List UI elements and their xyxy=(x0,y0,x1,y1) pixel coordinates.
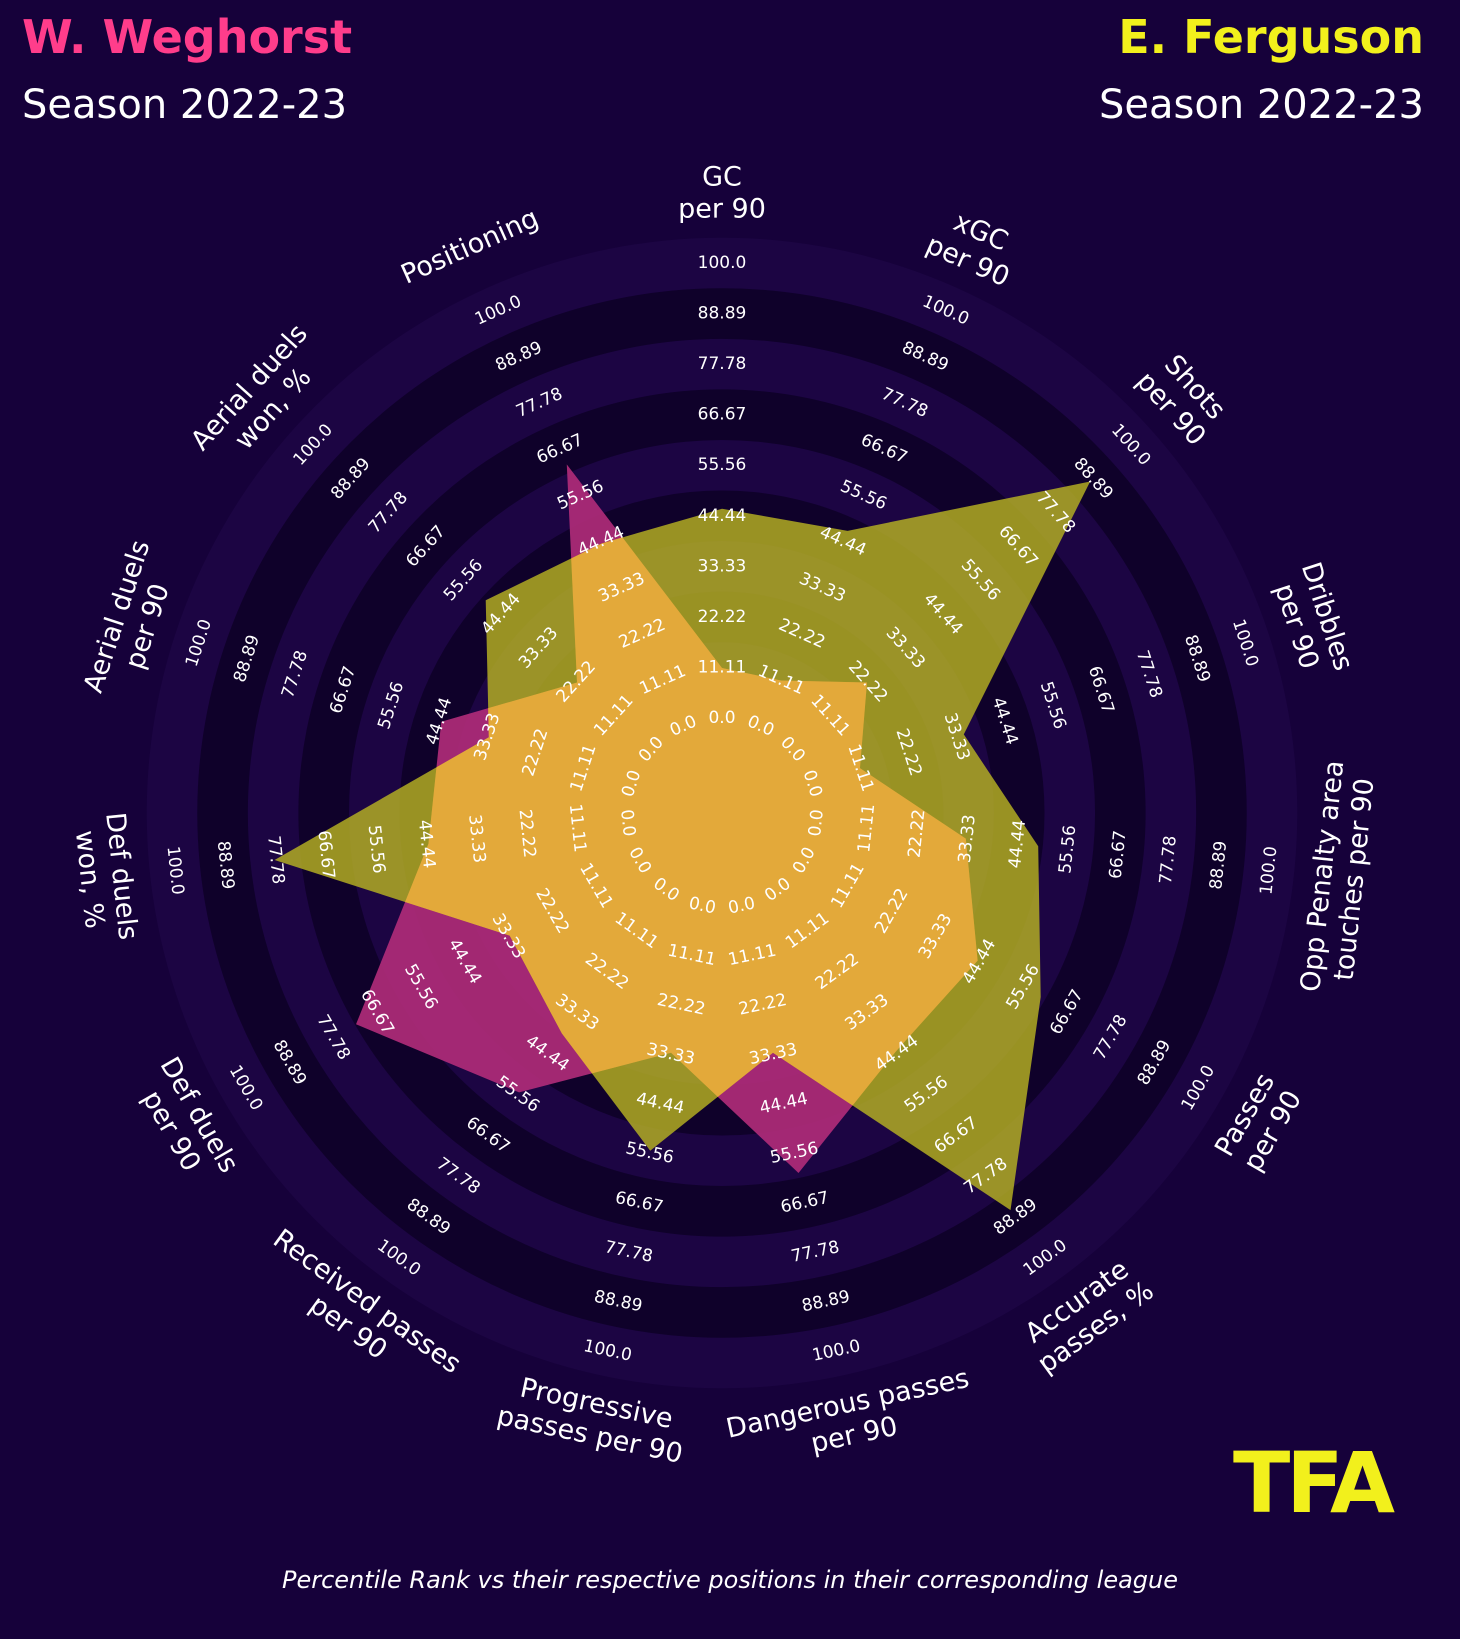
radar-tick-label: 55.56 xyxy=(698,455,747,475)
radar-tick-label: 100.0 xyxy=(698,253,747,273)
radar-tick-label: 11.11 xyxy=(698,657,747,677)
radar-tick-label: 66.67 xyxy=(698,405,747,425)
radar-tick-label: 0.0 xyxy=(805,808,828,837)
radar-tick-label: 0.0 xyxy=(616,808,639,837)
radar-tick-label: 33.33 xyxy=(698,556,747,576)
radar-tick-label: 77.78 xyxy=(698,354,747,374)
player-a-season: Season 2022-23 xyxy=(22,82,348,128)
radar-series xyxy=(274,464,1091,1211)
player-b-name: E. Ferguson xyxy=(1118,10,1424,64)
radar-metric-label-line: per 90 xyxy=(678,194,766,225)
player-b-season: Season 2022-23 xyxy=(1098,82,1424,128)
tfa-logo: TFA xyxy=(1232,1434,1395,1532)
radar-tick-label: 0.0 xyxy=(708,708,735,728)
footer-note: Percentile Rank vs their respective posi… xyxy=(281,1566,1179,1594)
radar-tick-label: 88.89 xyxy=(698,304,747,324)
radar-metric-label-line: GC xyxy=(702,162,742,193)
radar-tick-label: 44.44 xyxy=(698,506,747,526)
radar-tick-label: 22.22 xyxy=(698,607,747,627)
player-a-name: W. Weghorst xyxy=(22,10,353,64)
